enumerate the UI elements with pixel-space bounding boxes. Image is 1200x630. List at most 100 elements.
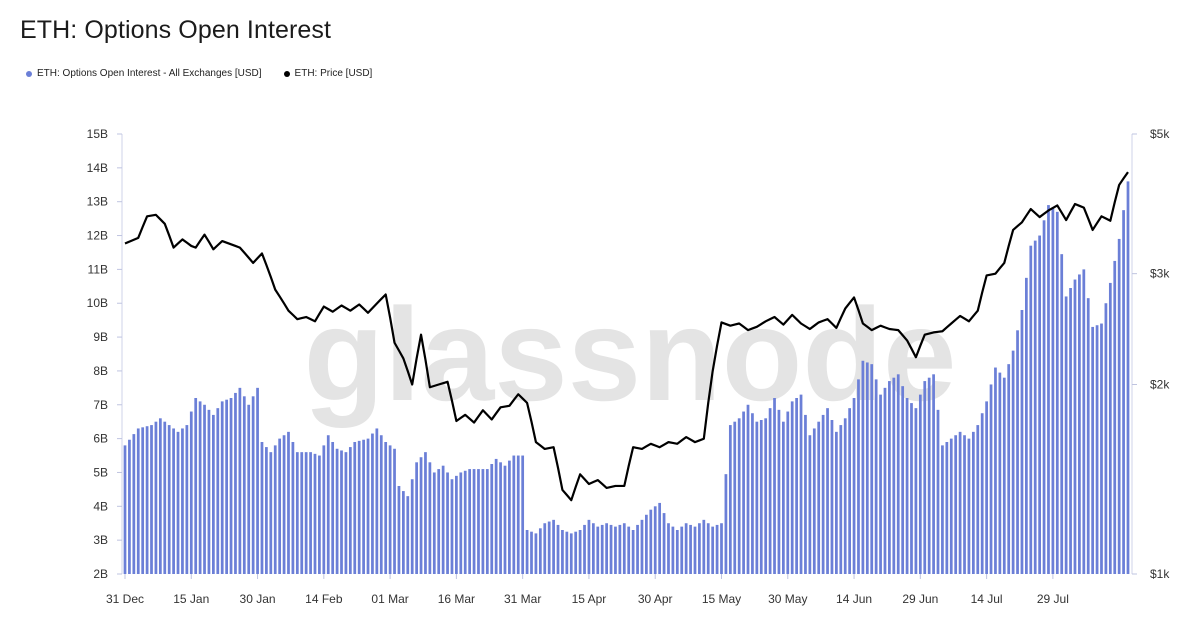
oi-bar	[945, 442, 949, 574]
oi-bar	[622, 523, 626, 574]
oi-bar	[1113, 260, 1117, 574]
oi-bar	[273, 445, 277, 574]
oi-bar	[128, 439, 131, 574]
oi-bar	[499, 462, 502, 574]
oi-bar	[971, 431, 975, 574]
x-tick-label: 16 Mar	[438, 592, 475, 606]
oi-bar	[614, 526, 617, 574]
oi-bar	[963, 435, 966, 574]
left-tick-label: 2B	[93, 567, 108, 581]
oi-bar	[141, 427, 145, 574]
oi-bar	[636, 524, 639, 574]
oi-bar	[843, 418, 847, 574]
oi-bar	[684, 523, 688, 574]
oi-bar	[212, 414, 215, 574]
oi-bar	[742, 411, 745, 574]
oi-bar	[821, 414, 825, 574]
oi-bar	[764, 418, 768, 574]
oi-bar	[388, 445, 392, 574]
x-tick-label: 15 Apr	[572, 592, 607, 606]
oi-bar	[914, 408, 918, 574]
legend-item-open-interest[interactable]: ETH: Options Open Interest - All Exchang…	[26, 68, 262, 79]
oi-bar	[693, 526, 697, 574]
left-tick-label: 11B	[88, 262, 108, 276]
oi-bar	[896, 374, 900, 574]
oi-bar	[331, 442, 335, 574]
oi-bar	[985, 401, 988, 574]
oi-bar	[777, 409, 781, 574]
oi-bar	[728, 425, 732, 574]
x-tick-label: 01 Mar	[371, 592, 408, 606]
oi-bar	[768, 408, 772, 574]
oi-bar	[565, 531, 569, 574]
oi-bar	[340, 450, 343, 574]
oi-bar	[441, 465, 445, 574]
chart-title: ETH: Options Open Interest	[20, 16, 332, 44]
oi-bar	[313, 453, 317, 574]
oi-bar	[967, 438, 971, 574]
oi-bar	[631, 530, 635, 574]
oi-bar	[923, 381, 927, 574]
oi-bar	[591, 523, 595, 574]
oi-bar	[667, 523, 670, 574]
oi-bar	[181, 428, 184, 574]
oi-bar	[888, 381, 891, 574]
oi-bar	[242, 396, 246, 574]
oi-bar	[145, 426, 149, 574]
oi-bar	[600, 524, 604, 574]
oi-bar	[371, 433, 374, 574]
oi-bar	[989, 384, 993, 574]
oi-bar	[892, 377, 896, 574]
oi-bar	[1002, 377, 1006, 574]
left-tick-label: 9B	[93, 330, 108, 344]
oi-bar	[366, 438, 370, 574]
oi-bar	[1069, 288, 1072, 574]
oi-bar	[287, 431, 290, 574]
oi-bar	[1082, 269, 1086, 574]
price-line	[124, 171, 1129, 502]
oi-bar	[402, 491, 405, 574]
oi-bar	[932, 374, 935, 574]
open-interest-bars	[123, 181, 1130, 575]
oi-bar	[1091, 326, 1095, 574]
oi-bar	[229, 398, 233, 574]
oi-bar	[251, 396, 255, 574]
oi-bar	[150, 425, 153, 574]
oi-bar	[786, 411, 790, 574]
oi-bar	[176, 431, 180, 574]
x-tick-label: 30 Jan	[240, 592, 276, 606]
oi-bar	[512, 455, 516, 574]
oi-bar	[715, 524, 719, 574]
oi-bar	[216, 408, 220, 574]
x-tick-label: 29 Jun	[902, 592, 938, 606]
oi-bar	[1117, 238, 1121, 575]
oi-bar	[450, 479, 454, 574]
oi-bar	[706, 523, 710, 574]
oi-bar	[304, 452, 308, 574]
oi-bar	[879, 394, 882, 574]
oi-bar	[724, 474, 728, 574]
oi-bar	[1064, 296, 1068, 574]
oi-bar	[746, 404, 750, 574]
oi-bar	[490, 464, 494, 574]
oi-bar	[857, 379, 860, 574]
oi-bar	[322, 445, 326, 574]
oi-bar	[375, 428, 379, 574]
left-axis-ticks: 2B 3B 4B 5B 6B 7B 8B 9B 10B 11B 12B 13B 14B 15B	[87, 127, 122, 581]
oi-bar	[393, 448, 396, 574]
oi-bar	[848, 408, 851, 574]
legend-item-price[interactable]: ETH: Price [USD]	[283, 68, 373, 79]
legend-dot-open-interest	[26, 70, 32, 77]
oi-bar	[247, 404, 251, 574]
oi-bar	[525, 530, 529, 574]
oi-bar	[645, 514, 648, 574]
oi-bar	[1126, 181, 1130, 574]
left-tick-label: 4B	[93, 499, 108, 513]
oi-bar	[521, 455, 525, 574]
legend: ETH: Options Open Interest - All Exchang…	[26, 68, 372, 79]
oi-bar	[348, 447, 352, 574]
oi-bar	[419, 457, 423, 574]
legend-label-price: ETH: Price [USD]	[294, 68, 373, 79]
oi-bar	[870, 364, 874, 574]
